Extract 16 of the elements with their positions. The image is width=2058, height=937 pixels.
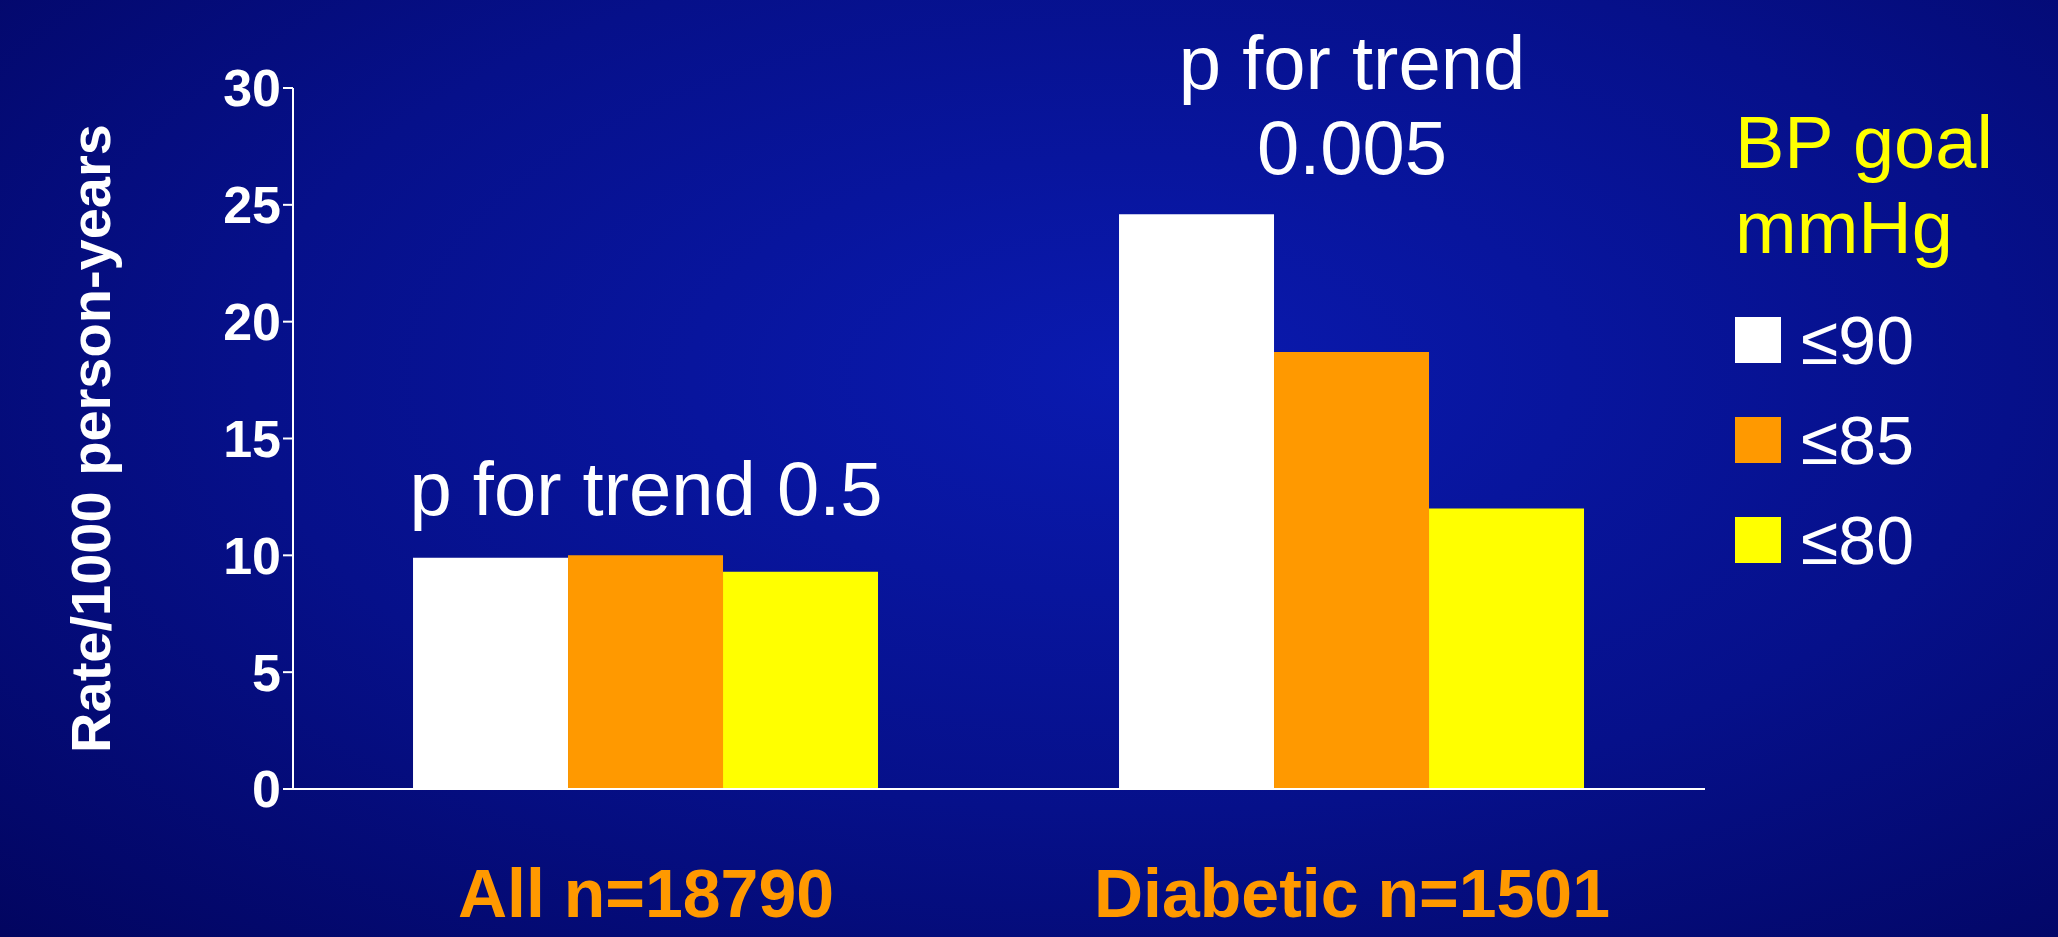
legend-label: ≤90 [1801,301,1914,380]
x-tick-label: All n=18790 [457,855,835,932]
y-tick-label: 25 [223,176,281,235]
y-tick-label: 5 [252,643,281,702]
y-tick-label: 30 [223,59,281,118]
legend-label: ≤80 [1801,501,1914,580]
y-tick-label: 20 [223,293,281,352]
y-tick-label: 15 [223,409,281,468]
legend-label: ≤85 [1801,401,1914,480]
y-tick-label: 0 [252,760,281,819]
y-tick-label: 10 [223,526,281,585]
annotation: p for trend 0.5 [409,446,883,532]
y-axis-title: Rate/1000 person-years [58,124,122,753]
legend-title: BP goal mmHg [1735,100,1994,271]
annotation: p for trend 0.005 [1177,19,1527,191]
x-tick-label: Diabetic n=1501 [1094,855,1610,932]
